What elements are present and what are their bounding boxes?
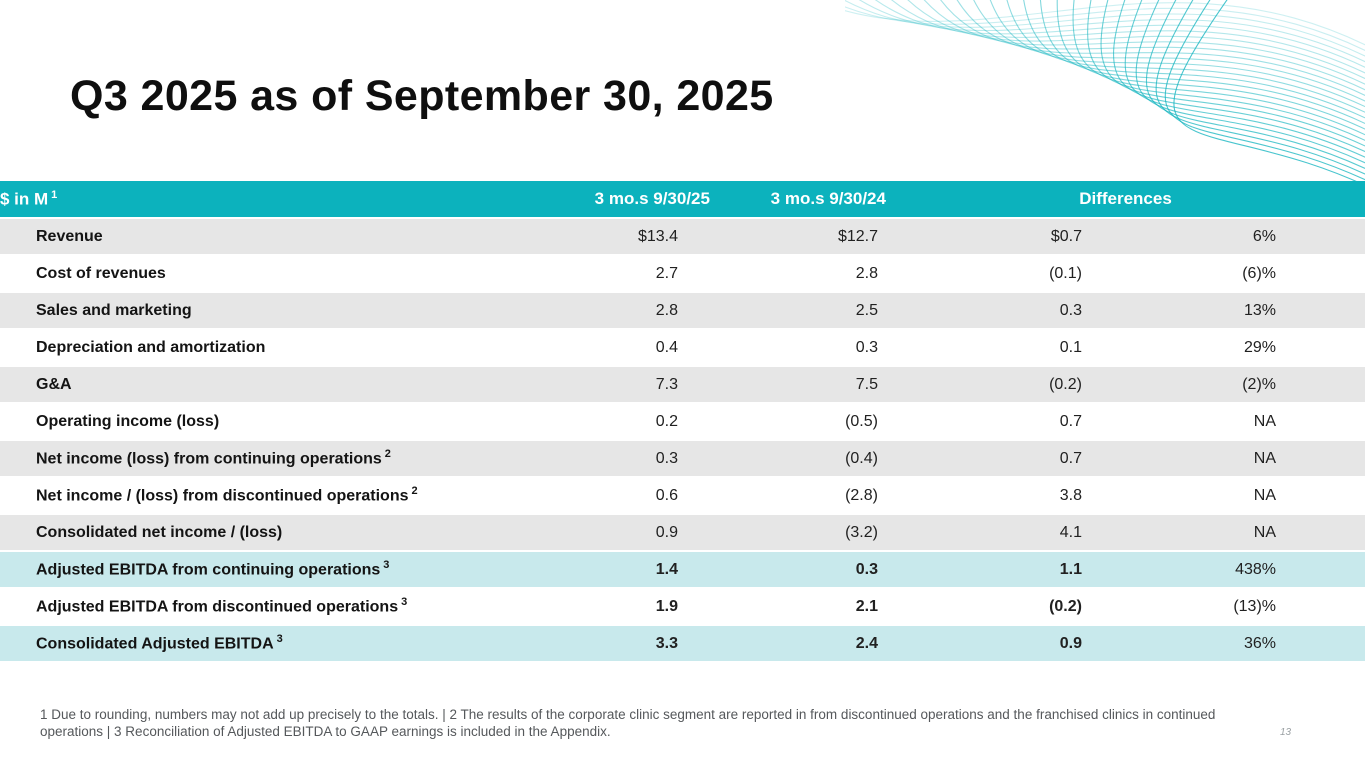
cell-v25: 0.4 (483, 328, 710, 365)
slide-title: Q3 2025 as of September 30, 2025 (70, 72, 774, 120)
cell-diff: 0.7 (885, 402, 1084, 439)
superscript: 3 (401, 596, 408, 609)
cell-pct: NA (1083, 513, 1365, 550)
table-row: Consolidated Adjusted EBITDA 3 3.3 2.4 0.9 36… (0, 624, 1365, 661)
cell-v25: 1.9 (483, 587, 710, 624)
cell-pct: NA (1083, 402, 1365, 439)
cell-pct: 29% (1083, 328, 1365, 365)
table-row: G&A 7.3 7.5 (0.2) (2)% (0, 365, 1365, 402)
cell-v24: 0.3 (709, 550, 886, 587)
cell-v24: 0.3 (709, 328, 886, 365)
table-row: Net income / (loss) from discontinued op… (0, 476, 1365, 513)
cell-pct: 438% (1083, 550, 1365, 587)
superscript: 1 (51, 188, 58, 201)
column-header-3mos-9-30-24: 3 mo.s 9/30/24 (709, 181, 886, 217)
footnote-text: 1 Due to rounding, numbers may not add u… (40, 707, 1216, 739)
cell-v25: 0.3 (483, 439, 710, 476)
table-row: Adjusted EBITDA from discontinued operat… (0, 587, 1365, 624)
cell-v25: 2.7 (483, 254, 710, 291)
table-row: Operating income (loss) 0.2 (0.5) 0.7 NA (0, 402, 1365, 439)
cell-v24: (2.8) (709, 476, 886, 513)
cell-pct: (13)% (1083, 587, 1365, 624)
cell-v25: 0.9 (483, 513, 710, 550)
cell-v25: 0.2 (483, 402, 710, 439)
cell-diff: (0.2) (885, 587, 1084, 624)
cell-diff: 4.1 (885, 513, 1084, 550)
cell-v24: 2.8 (709, 254, 886, 291)
table-row: Sales and marketing 2.8 2.5 0.3 13% (0, 291, 1365, 328)
cell-v24: (0.5) (709, 402, 886, 439)
cell-v25: 7.3 (483, 365, 710, 402)
row-label: Depreciation and amortization (0, 328, 484, 365)
cell-pct: (2)% (1083, 365, 1365, 402)
cell-v25: 2.8 (483, 291, 710, 328)
cell-diff: 3.8 (885, 476, 1084, 513)
unit-label: $ in M (0, 189, 49, 209)
cell-diff: (0.1) (885, 254, 1084, 291)
page-number: 13 (1280, 727, 1292, 738)
table-row: Adjusted EBITDA from continuing operatio… (0, 550, 1365, 587)
cell-v24: 2.5 (709, 291, 886, 328)
cell-v24: 2.4 (709, 624, 886, 661)
superscript: 3 (383, 559, 390, 572)
cell-diff: 0.9 (885, 624, 1084, 661)
cell-pct: NA (1083, 476, 1365, 513)
cell-v25: $13.4 (483, 217, 710, 254)
table-row: Net income (loss) from continuing operat… (0, 439, 1365, 476)
cell-v24: 2.1 (709, 587, 886, 624)
cell-diff: 0.7 (885, 439, 1084, 476)
row-label: Cost of revenues (0, 254, 484, 291)
row-label: Net income (loss) from continuing operat… (0, 439, 484, 476)
cell-v24: (3.2) (709, 513, 886, 550)
cell-pct: 13% (1083, 291, 1365, 328)
row-label: Consolidated net income / (loss) (0, 513, 484, 550)
row-label: Adjusted EBITDA from continuing operatio… (0, 550, 484, 587)
row-label: Adjusted EBITDA from discontinued operat… (0, 587, 484, 624)
cell-pct: 6% (1083, 217, 1365, 254)
table-row: Consolidated net income / (loss) 0.9 (3.2)… (0, 513, 1365, 550)
wave-decoration-icon (845, 0, 1365, 186)
column-header-differences: Differences (885, 181, 1365, 217)
superscript: 2 (384, 448, 391, 461)
cell-v25: 3.3 (483, 624, 710, 661)
row-label: Net income / (loss) from discontinued op… (0, 476, 484, 513)
cell-diff: (0.2) (885, 365, 1084, 402)
row-label: Revenue (0, 217, 484, 254)
superscript: 2 (411, 485, 418, 498)
cell-v24: (0.4) (709, 439, 886, 476)
cell-v25: 0.6 (483, 476, 710, 513)
row-label: Sales and marketing (0, 291, 484, 328)
cell-diff: $0.7 (885, 217, 1084, 254)
table-row: Revenue $13.4 $12.7 $0.7 6% (0, 217, 1365, 254)
column-header-3mos-9-30-25: 3 mo.s 9/30/25 (483, 181, 710, 217)
table-row: Cost of revenues 2.7 2.8 (0.1) (6)% (0, 254, 1365, 291)
superscript: 3 (276, 633, 283, 646)
table-body: Revenue $13.4 $12.7 $0.7 6% Cost of revenues 2… (0, 217, 1365, 661)
cell-pct: 36% (1083, 624, 1365, 661)
table-row: Depreciation and amortization 0.4 0.3 0.1 29… (0, 328, 1365, 365)
cell-v25: 1.4 (483, 550, 710, 587)
cell-diff: 0.3 (885, 291, 1084, 328)
cell-v24: 7.5 (709, 365, 886, 402)
row-label: Consolidated Adjusted EBITDA 3 (0, 624, 484, 661)
cell-pct: NA (1083, 439, 1365, 476)
row-label: G&A (0, 365, 484, 402)
cell-diff: 0.1 (885, 328, 1084, 365)
cell-diff: 1.1 (885, 550, 1084, 587)
row-label: Operating income (loss) (0, 402, 484, 439)
cell-pct: (6)% (1083, 254, 1365, 291)
cell-v24: $12.7 (709, 217, 886, 254)
